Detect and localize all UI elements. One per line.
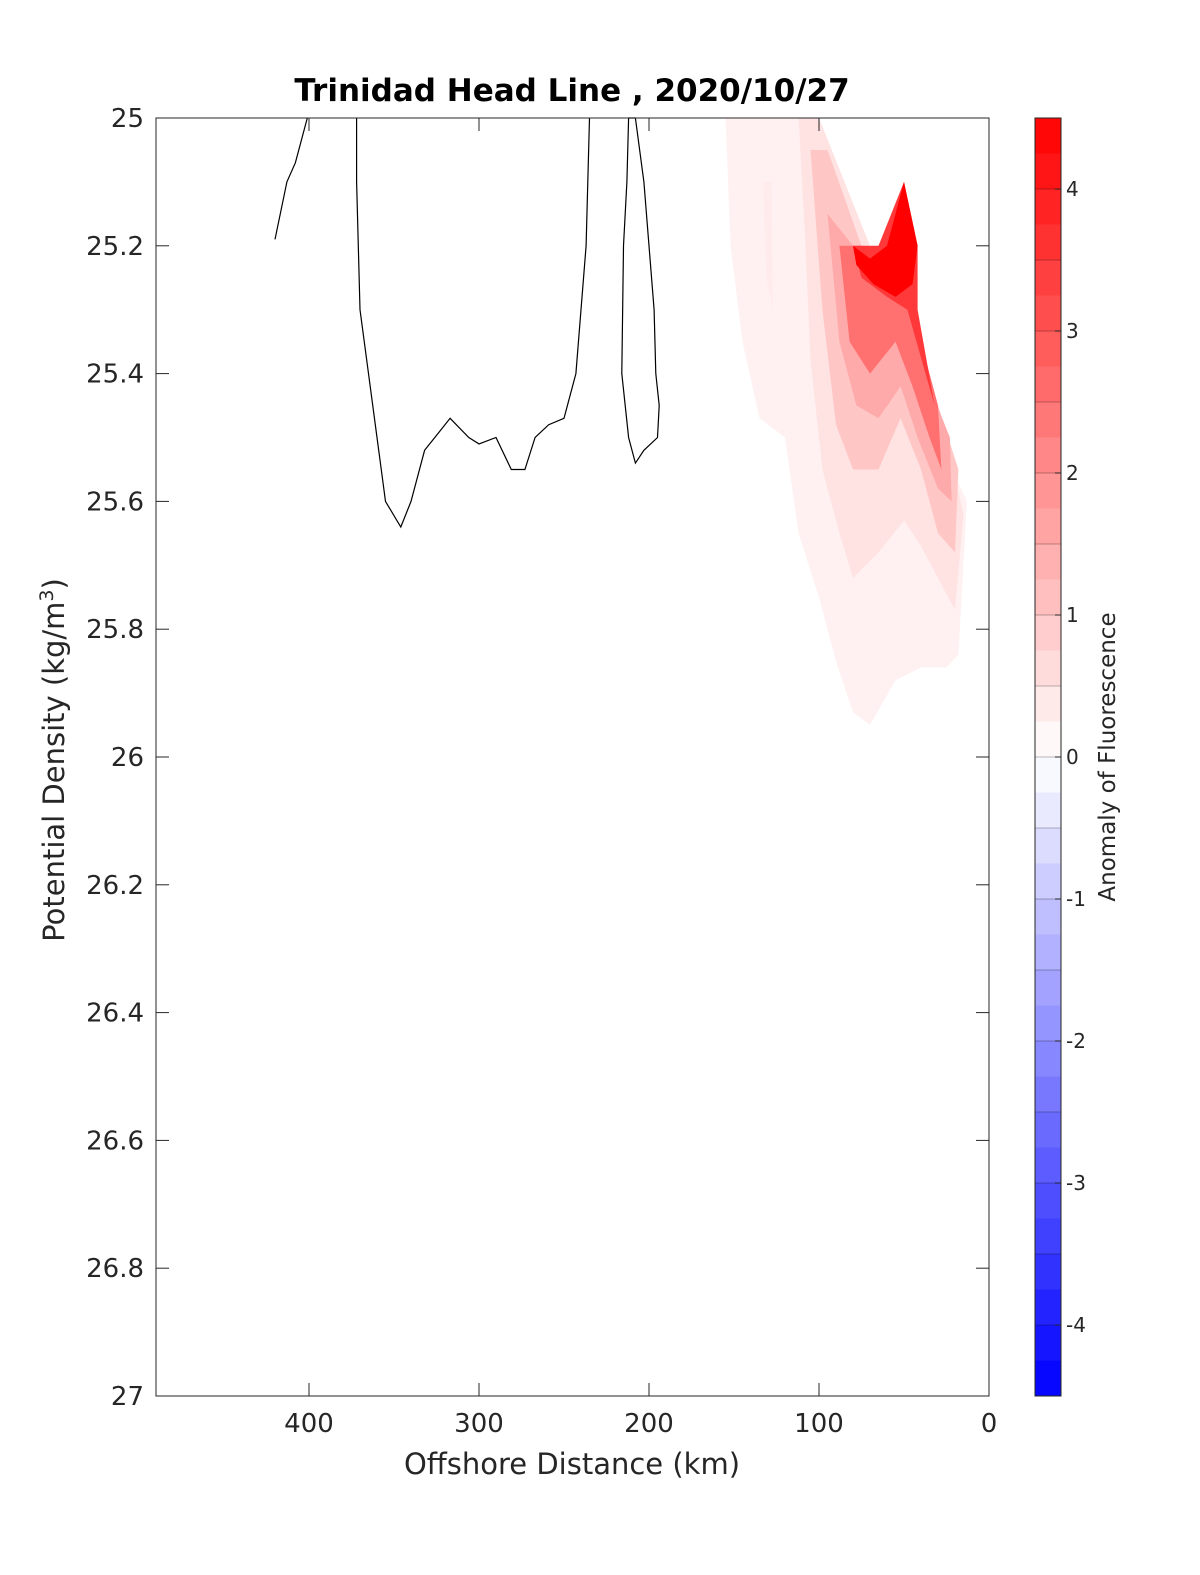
colorbar-level-30 (1035, 295, 1061, 331)
colorbar-level-24 (1035, 508, 1061, 544)
x-tick-label-0: 400 (284, 1409, 334, 1439)
plot-area (155, 117, 990, 1397)
y-tick-label-9: 26.8 (86, 1254, 144, 1284)
contour-line-1 (356, 117, 591, 529)
colorbar-level-33 (1035, 189, 1061, 225)
colorbar-level-32 (1035, 224, 1061, 260)
y-tick-label-6: 26.2 (86, 871, 144, 901)
colorbar-level-17 (1035, 757, 1061, 793)
colorbar-level-34 (1035, 153, 1061, 189)
colorbar-tick-label-1: 3 (1066, 319, 1079, 343)
y-tick-label-7: 26.4 (86, 999, 144, 1029)
colorbar-level-19 (1035, 686, 1061, 722)
y-tick-label-10: 27 (111, 1382, 144, 1412)
y-tick-label-4: 25.8 (86, 615, 144, 645)
y-axis: 25 25.2 25.4 25.6 25.8 26 26.2 26.4 26.6 26.8 27 (86, 104, 989, 1412)
chart-title: Trinidad Head Line , 2020/10/27 (294, 73, 849, 109)
filled-contour-7 (762, 181, 774, 310)
y-tick-label-2: 25.4 (86, 360, 144, 390)
colorbar-level-16 (1035, 792, 1061, 828)
colorbar-level-10 (1035, 1005, 1061, 1041)
colorbar-level-14 (1035, 863, 1061, 899)
y-tick-label-0: 25 (111, 104, 144, 134)
colorbar-level-22 (1035, 579, 1061, 615)
x-axis: 400 300 200 100 0 (284, 118, 997, 1439)
colorbar-tick-label-2: 2 (1066, 461, 1079, 485)
colorbar-level-35 (1035, 118, 1061, 154)
colorbar-level-2 (1035, 1289, 1061, 1325)
colorbar-tick-label-0: 4 (1066, 177, 1079, 201)
y-tick-label-8: 26.6 (86, 1126, 144, 1156)
colorbar-level-7 (1035, 1112, 1061, 1148)
colorbar-level-31 (1035, 260, 1061, 296)
colorbar-tick-label-4: 0 (1066, 745, 1079, 769)
colorbar-level-26 (1035, 437, 1061, 473)
colorbar-tick-label-8: -4 (1066, 1313, 1086, 1337)
colorbar-tick-label-7: -3 (1066, 1171, 1086, 1195)
colorbar-tick-label-6: -2 (1066, 1029, 1086, 1053)
colorbar-level-8 (1035, 1076, 1061, 1112)
x-tick-label-4: 0 (981, 1409, 998, 1439)
colorbar-level-21 (1035, 615, 1061, 651)
y-tick-label-1: 25.2 (86, 232, 144, 262)
y-tick-label-5: 26 (111, 743, 144, 773)
y-axis-label-main: Potential Density (kg/m (37, 602, 71, 942)
colorbar-tick-label-5: -1 (1066, 887, 1086, 911)
x-axis-label: Offshore Distance (km) (404, 1447, 740, 1481)
contour-line-2 (621, 117, 660, 465)
colorbar-level-20 (1035, 650, 1061, 686)
colorbar-level-29 (1035, 331, 1061, 367)
filled-contour-6 (853, 181, 918, 297)
colorbar-level-13 (1035, 899, 1061, 935)
colorbar-level-27 (1035, 402, 1061, 438)
colorbar-level-4 (1035, 1218, 1061, 1254)
colorbar-level-28 (1035, 366, 1061, 402)
y-axis-label: Potential Density (kg/m3) (36, 578, 71, 942)
y-axis-label-tail: ) (37, 578, 71, 589)
filled-contour-4 (839, 245, 942, 470)
x-tick-label-2: 200 (624, 1409, 674, 1439)
colorbar-level-0 (1035, 1360, 1061, 1396)
colorbar-level-15 (1035, 828, 1061, 864)
colorbar-level-3 (1035, 1254, 1061, 1290)
y-tick-label-3: 25.6 (86, 487, 144, 517)
colorbar: 4 3 2 1 0 -1 -2 -3 -4 (1034, 117, 1086, 1397)
x-tick-label-1: 300 (454, 1409, 504, 1439)
colorbar-level-23 (1035, 544, 1061, 580)
colorbar-level-11 (1035, 970, 1061, 1006)
colorbar-level-12 (1035, 934, 1061, 970)
colorbar-level-25 (1035, 473, 1061, 509)
colorbar-level-6 (1035, 1147, 1061, 1183)
colorbar-tick-label-3: 1 (1066, 603, 1079, 627)
colorbar-level-1 (1035, 1325, 1061, 1361)
colorbar-label: Anomaly of Fluorescence (1095, 612, 1121, 901)
x-tick-label-3: 100 (794, 1409, 844, 1439)
colorbar-level-5 (1035, 1183, 1061, 1219)
colorbar-level-18 (1035, 721, 1061, 757)
colorbar-level-9 (1035, 1041, 1061, 1077)
y-axis-label-superscript: 3 (36, 589, 58, 601)
contour-line-0 (274, 117, 308, 240)
